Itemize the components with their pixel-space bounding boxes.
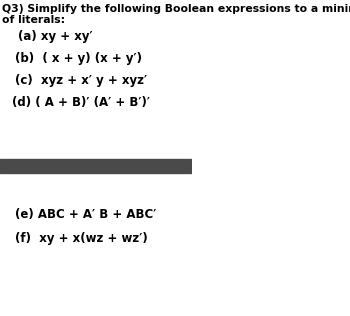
Text: (c)  xyz + x′ y + xyz′: (c) xyz + x′ y + xyz′	[15, 74, 147, 87]
Text: (f)  xy + x(wz + wz′): (f) xy + x(wz + wz′)	[15, 232, 148, 245]
Text: (b)  ( x + y) (x + y′): (b) ( x + y) (x + y′)	[15, 52, 142, 65]
Text: (d) ( A + B)′ (A′ + B′)′: (d) ( A + B)′ (A′ + B′)′	[12, 96, 150, 109]
Text: Q3) Simplify the following Boolean expressions to a minimum number: Q3) Simplify the following Boolean expre…	[2, 4, 350, 14]
Text: (a) xy + xy′: (a) xy + xy′	[18, 30, 92, 43]
Text: of literals:: of literals:	[2, 15, 65, 25]
Text: (e) ABC + A′ B + ABC′: (e) ABC + A′ B + ABC′	[15, 208, 157, 221]
